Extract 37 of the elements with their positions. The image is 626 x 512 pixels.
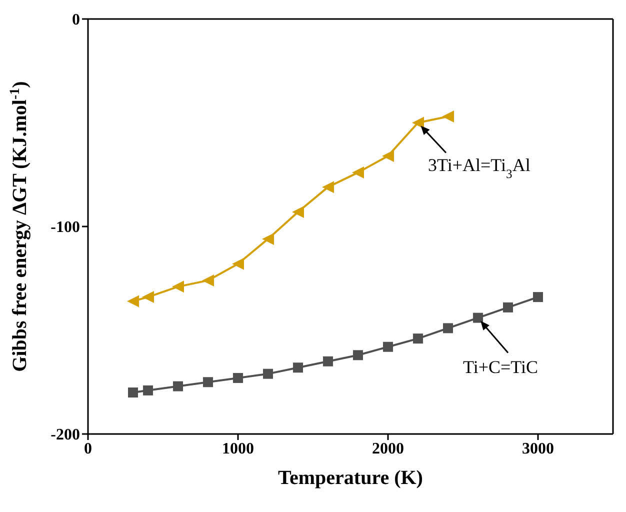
point [353,350,363,360]
point [293,362,303,373]
point [382,150,394,162]
y-tick-label: -100 [50,219,80,236]
y-tick-label: -200 [50,426,80,444]
point [383,342,393,352]
point [128,388,138,398]
x-tick-label: 0 [84,440,92,458]
point [323,356,333,366]
point [413,334,423,344]
point [233,372,243,383]
point [127,295,139,308]
x-axis-title: Temperature (K) [278,467,423,489]
point [172,280,184,293]
point [262,232,274,245]
y-tick-label: 0 [72,12,80,29]
point [203,377,213,388]
point [443,323,453,334]
point [142,291,154,304]
point [533,292,543,302]
annotation: Ti+C=TiC [463,356,538,377]
annotation: 3Ti+Al=Ti$_{3}$Al [428,154,530,181]
point [202,274,214,286]
point [412,116,424,129]
x-tick-label: 1000 [222,440,254,458]
point [173,381,183,392]
point [442,110,454,123]
point [263,368,273,379]
x-tick-label: 3000 [522,440,554,458]
point [473,312,483,323]
x-tick-label: 2000 [372,440,404,458]
point [143,385,153,396]
point [322,181,334,194]
point [503,302,513,312]
point [292,206,304,218]
point [232,258,244,270]
point [352,166,364,179]
